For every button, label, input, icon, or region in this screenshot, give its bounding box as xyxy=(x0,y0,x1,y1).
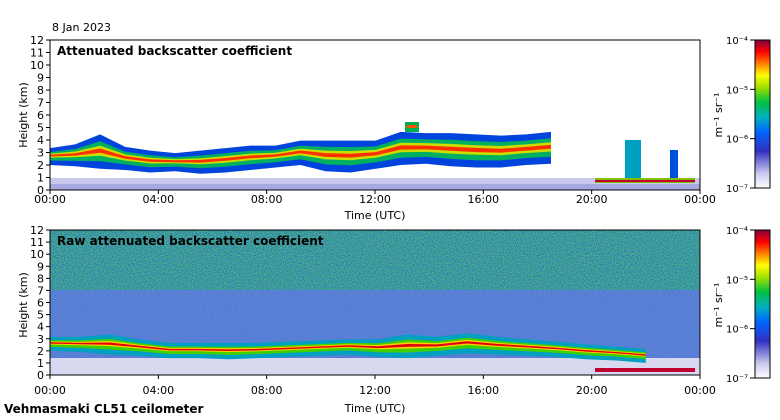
y-tick-label: 5 xyxy=(37,309,44,322)
panel-title: Raw attenuated backscatter coefficient xyxy=(57,234,324,248)
late-low-layer xyxy=(595,368,695,372)
y-tick-label: 5 xyxy=(37,122,44,135)
late-cloud-patch xyxy=(625,140,641,178)
y-tick-label: 7 xyxy=(37,97,44,110)
panel-title: Attenuated backscatter coefficient xyxy=(57,44,292,58)
colorbar-tick-label: 10⁻⁷ xyxy=(726,184,748,195)
x-tick-label: 04:00 xyxy=(142,384,174,397)
colorbar-tick-label: 10⁻⁴ xyxy=(726,226,748,237)
colorbar-gradient xyxy=(754,229,771,379)
y-tick-label: 7 xyxy=(37,284,44,297)
y-axis-label: Height (km) xyxy=(17,82,30,148)
colorbar-tick-label: 10⁻⁶ xyxy=(726,135,748,146)
y-tick-label: 1 xyxy=(37,357,44,370)
panel-attenuated: Attenuated backscatter coefficient 01234… xyxy=(17,34,771,222)
x-axis-label: Time (UTC) xyxy=(344,402,406,415)
y-tick-label: 1 xyxy=(37,172,44,185)
x-tick-label: 12:00 xyxy=(359,193,391,206)
late-cloud-patch-2 xyxy=(670,150,678,182)
y-tick-label: 11 xyxy=(30,47,44,60)
x-tick-label: 08:00 xyxy=(251,384,283,397)
x-tick-label: 16:00 xyxy=(467,193,499,206)
y-axis-label: Height (km) xyxy=(17,272,30,338)
x-tick-label: 12:00 xyxy=(359,384,391,397)
colorbar-tick-label: 10⁻⁵ xyxy=(726,275,748,286)
colorbar-label: m⁻¹ sr⁻¹ xyxy=(712,283,725,328)
x-tick-label: 00:00 xyxy=(684,193,716,206)
late-low-layer-core xyxy=(595,180,695,182)
x-tick-label: 00:00 xyxy=(34,193,66,206)
y-tick-label: 0 xyxy=(37,369,44,382)
y-tick-label: 8 xyxy=(37,84,44,97)
y-tick-label: 3 xyxy=(37,147,44,160)
y-tick-label: 4 xyxy=(37,321,44,334)
surface-noise-core xyxy=(50,184,700,190)
colorbar-ticks: 10⁻⁴ 10⁻⁵ 10⁻⁶ 10⁻⁷ xyxy=(726,36,755,195)
colorbar-gradient xyxy=(754,39,771,189)
colorbar-ticks: 10⁻⁴ 10⁻⁵ 10⁻⁶ 10⁻⁷ xyxy=(726,226,755,385)
heatmap-layer xyxy=(50,230,700,375)
x-axis: 00:00 04:00 08:00 12:00 16:00 20:00 00:00 xyxy=(34,190,716,206)
colorbar-tick-label: 10⁻⁶ xyxy=(726,325,748,336)
y-tick-label: 6 xyxy=(37,109,44,122)
x-tick-label: 00:00 xyxy=(34,384,66,397)
y-tick-label: 2 xyxy=(37,345,44,358)
x-tick-label: 20:00 xyxy=(576,193,608,206)
colorbar: 10⁻⁴ 10⁻⁵ 10⁻⁶ 10⁻⁷ m⁻¹ sr⁻¹ xyxy=(712,226,771,385)
date-label: 8 Jan 2023 xyxy=(52,21,111,34)
heatmap-layer xyxy=(50,122,700,190)
y-tick-label: 10 xyxy=(30,248,44,261)
y-tick-label: 3 xyxy=(37,333,44,346)
y-tick-label: 8 xyxy=(37,272,44,285)
x-axis-label: Time (UTC) xyxy=(344,209,406,222)
y-tick-label: 11 xyxy=(30,236,44,249)
y-tick-label: 12 xyxy=(30,224,44,237)
colorbar-tick-label: 10⁻⁵ xyxy=(726,85,748,96)
y-tick-label: 4 xyxy=(37,134,44,147)
x-tick-label: 00:00 xyxy=(684,384,716,397)
x-tick-label: 08:00 xyxy=(251,193,283,206)
y-tick-label: 9 xyxy=(37,260,44,273)
panel-raw: Raw attenuated backscatter coefficient 0… xyxy=(17,224,771,415)
x-tick-label: 16:00 xyxy=(467,384,499,397)
y-tick-label: 10 xyxy=(30,59,44,72)
x-tick-label: 20:00 xyxy=(576,384,608,397)
y-tick-label: 2 xyxy=(37,159,44,172)
colorbar-tick-label: 10⁻⁷ xyxy=(726,374,748,385)
colorbar-label: m⁻¹ sr⁻¹ xyxy=(712,93,725,138)
high-cloud-core xyxy=(407,125,417,128)
x-axis: 00:00 04:00 08:00 12:00 16:00 20:00 00:00 xyxy=(34,375,716,397)
colorbar-tick-label: 10⁻⁴ xyxy=(726,36,748,47)
y-tick-label: 6 xyxy=(37,297,44,310)
instrument-footer: Vehmasmaki CL51 ceilometer xyxy=(4,402,204,416)
cloud-layer-core xyxy=(50,341,646,356)
y-tick-label: 12 xyxy=(30,34,44,47)
surface-noise-band xyxy=(50,358,700,375)
y-tick-label: 9 xyxy=(37,72,44,85)
x-tick-label: 04:00 xyxy=(142,193,174,206)
cloud-layer-core xyxy=(50,144,551,163)
colorbar: 10⁻⁴ 10⁻⁵ 10⁻⁶ 10⁻⁷ m⁻¹ sr⁻¹ xyxy=(712,36,771,195)
y-tick-label: 0 xyxy=(37,184,44,197)
